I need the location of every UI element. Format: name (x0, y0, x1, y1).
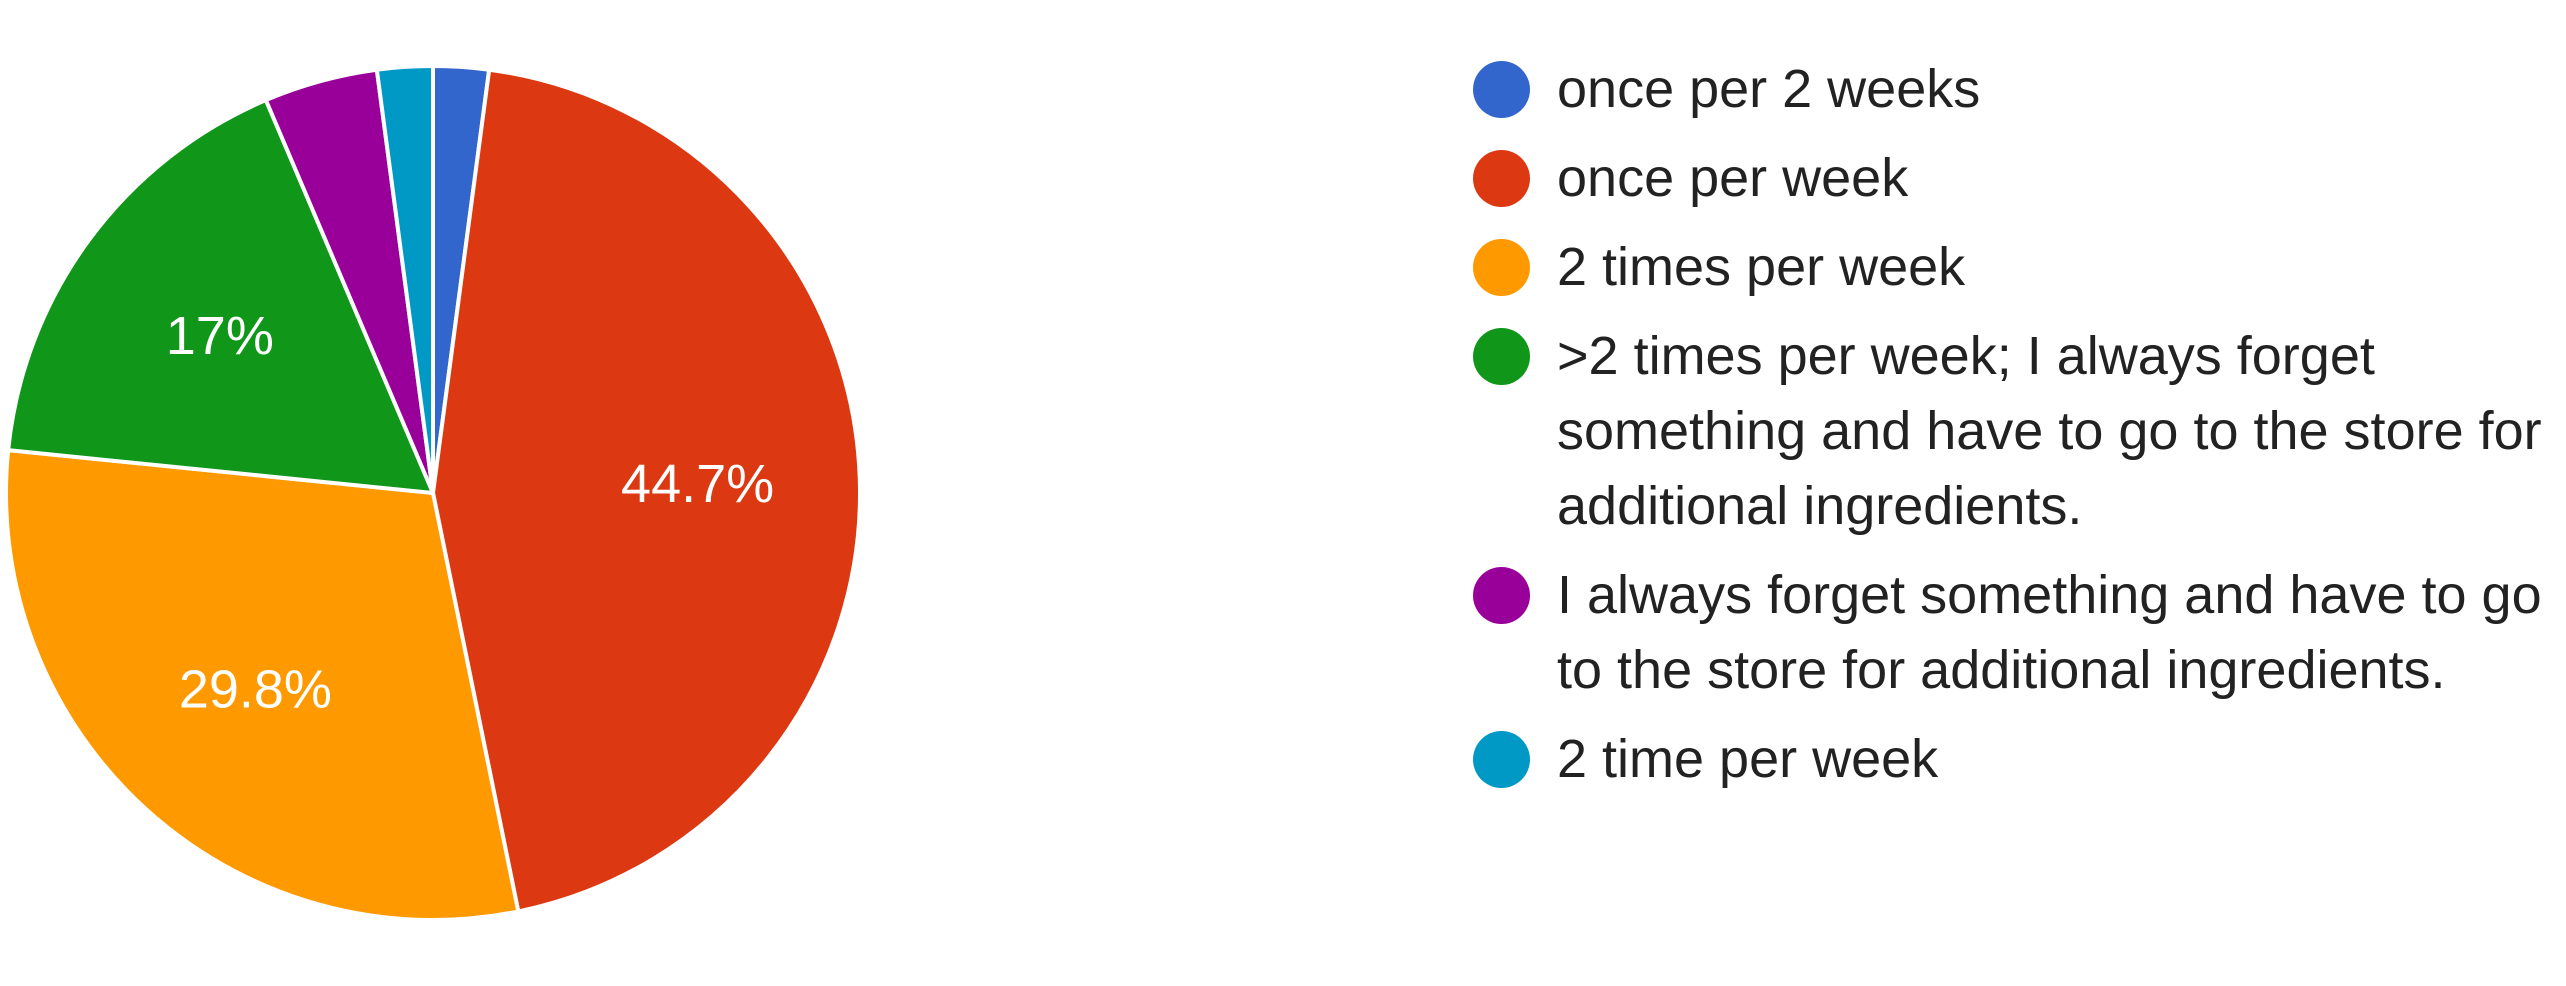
legend-item: once per 2 weeks (1473, 52, 2563, 127)
legend-label: once per week (1557, 148, 1909, 208)
legend-label: 2 times per week (1557, 237, 1966, 297)
legend-swatch-icon (1473, 731, 1530, 788)
slice-percent-label: 17% (166, 306, 274, 366)
pie-plot: 44.7% 29.8% 17% (4, 64, 863, 923)
legend-swatch-icon (1473, 239, 1530, 296)
pie-slice-2-times-per-week (4, 448, 521, 923)
legend: once per 2 weeks once per week 2 times per… (1473, 52, 2563, 811)
legend-item: 2 times per week (1473, 230, 2563, 305)
legend-swatch-icon (1473, 61, 1530, 118)
pie-slice-2-times-per-week-i-always-forget-somethi (6, 98, 435, 495)
pie-slice-once-per-week (431, 67, 863, 914)
slice-percent-label: 44.7% (621, 454, 774, 514)
legend-item: >2 times per week; I always forget somet… (1473, 319, 2563, 544)
pie-slice-2-time-per-week (374, 64, 435, 495)
legend-label: >2 times per week; I always forget somet… (1557, 326, 2542, 536)
legend-item: I always forget something and have to go… (1473, 558, 2563, 708)
legend-swatch-icon (1473, 567, 1530, 624)
legend-item: 2 time per week (1473, 722, 2563, 797)
legend-label: once per 2 weeks (1557, 59, 1981, 119)
legend-label: I always forget something and have to go… (1557, 565, 2542, 700)
legend-label: 2 time per week (1557, 729, 1939, 789)
slice-percent-label: 29.8% (179, 659, 332, 719)
legend-swatch-icon (1473, 150, 1530, 207)
legend-swatch-icon (1473, 328, 1530, 385)
legend-item: once per week (1473, 141, 2563, 216)
